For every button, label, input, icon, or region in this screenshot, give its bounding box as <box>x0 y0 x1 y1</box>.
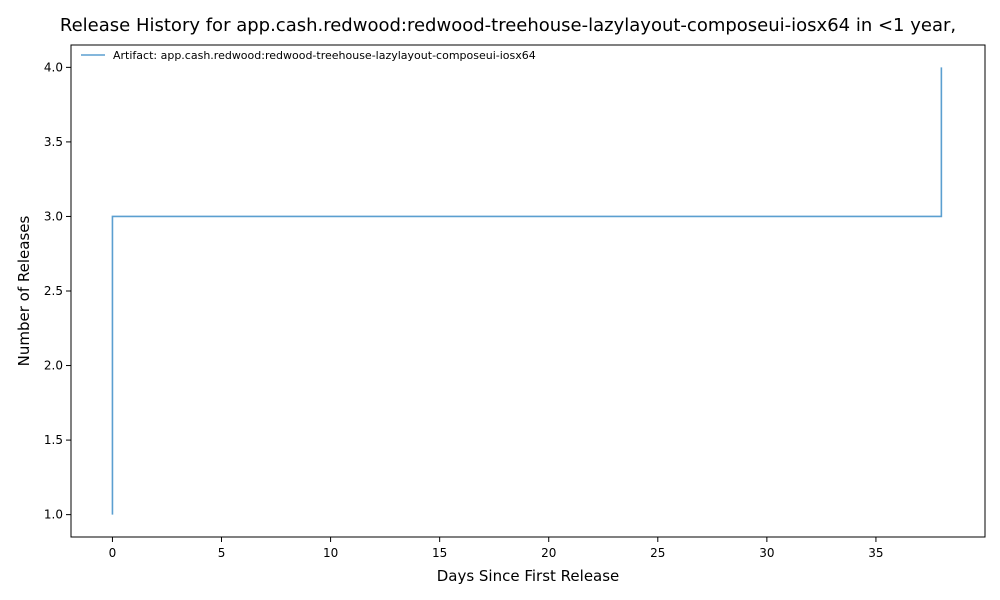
x-tick-label: 15 <box>432 546 447 560</box>
x-tick-label: 30 <box>759 546 774 560</box>
y-tick-label: 2.0 <box>44 359 63 373</box>
y-tick-label: 2.5 <box>44 284 63 298</box>
x-axis-ticks: 0 5 10 15 20 25 30 35 <box>109 537 884 560</box>
y-tick-label: 4.0 <box>44 60 63 74</box>
legend: Artifact: app.cash.redwood:redwood-treeh… <box>81 49 536 62</box>
x-tick-label: 5 <box>218 546 226 560</box>
x-tick-label: 0 <box>109 546 117 560</box>
chart-title: Release History for app.cash.redwood:red… <box>60 15 956 36</box>
y-tick-label: 1.5 <box>44 433 63 447</box>
y-axis-ticks: 1.0 1.5 2.0 2.5 3.0 3.5 4.0 <box>44 60 71 522</box>
plot-frame <box>70 44 986 538</box>
series-line <box>111 67 943 515</box>
legend-label: Artifact: app.cash.redwood:redwood-treeh… <box>113 49 536 62</box>
x-tick-label: 20 <box>541 546 556 560</box>
y-tick-label: 3.0 <box>44 209 63 223</box>
x-tick-label: 10 <box>323 546 338 560</box>
x-tick-label: 35 <box>868 546 883 560</box>
x-axis-label: Days Since First Release <box>437 567 620 585</box>
plot-content <box>111 67 943 515</box>
y-tick-label: 1.0 <box>44 508 63 522</box>
x-tick-label: 25 <box>650 546 665 560</box>
y-axis-label: Number of Releases <box>15 215 33 366</box>
y-tick-label: 3.5 <box>44 135 63 149</box>
